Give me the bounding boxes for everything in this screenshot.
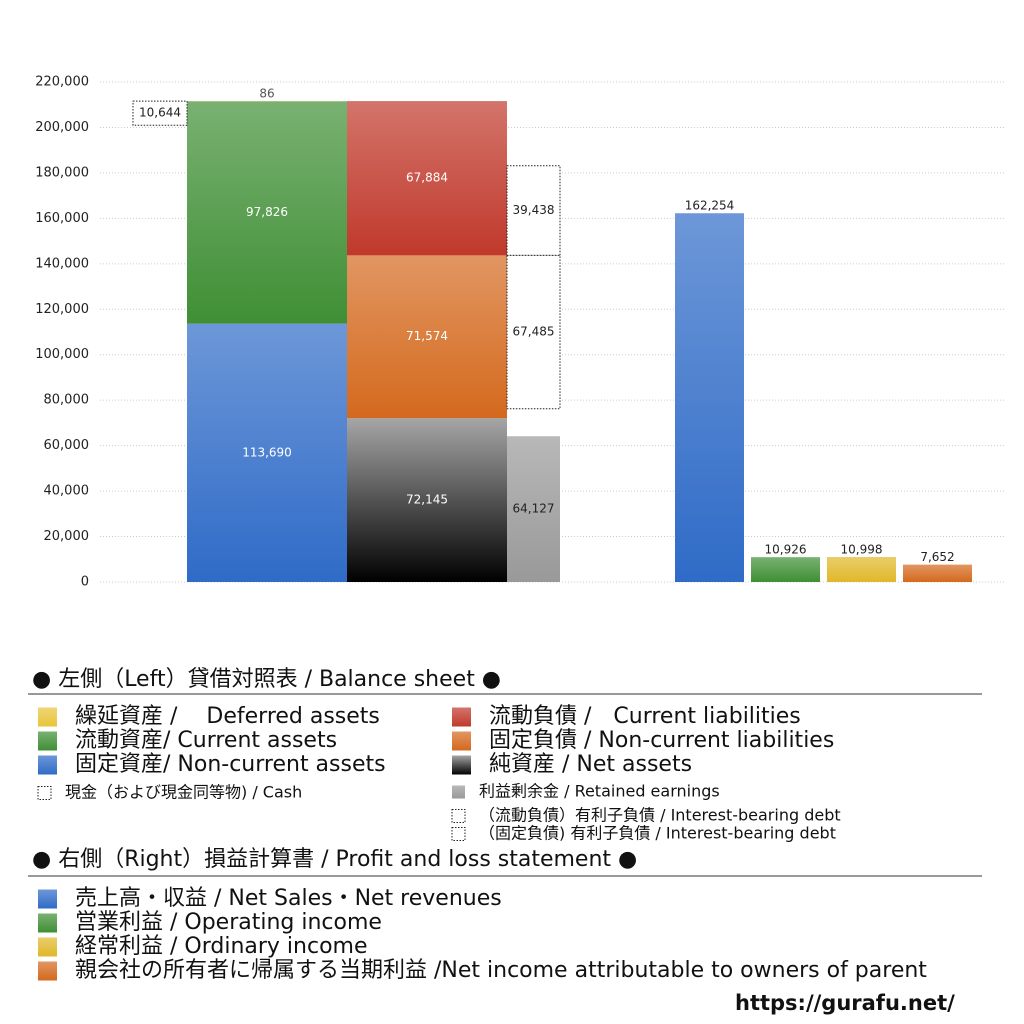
y-tick-label: 100,000 — [35, 347, 89, 362]
legend-label: （流動負債）有利子負債 / Interest-bearing debt — [479, 806, 841, 825]
legend-label: 純資産 / Net assets — [489, 752, 692, 777]
legend-label: 固定負債 / Non-current liabilities — [489, 728, 834, 753]
y-tick-label: 60,000 — [44, 438, 90, 453]
data-label: 97,826 — [246, 205, 288, 219]
legend-label: 経常利益 / Ordinary income — [75, 934, 368, 959]
data-label: 67,485 — [513, 325, 555, 339]
bar — [507, 436, 560, 582]
bar — [347, 101, 507, 256]
data-label: 71,574 — [406, 329, 448, 343]
legend-label: 親会社の所有者に帰属する当期利益 /Net income attributabl… — [75, 958, 927, 983]
legend-swatch — [452, 707, 471, 727]
bar — [132, 100, 188, 126]
data-label: 162,254 — [685, 199, 735, 213]
y-tick-label: 140,000 — [35, 256, 89, 271]
legend-label: 流動資産/ Current assets — [75, 728, 337, 753]
bar — [347, 255, 507, 419]
y-tick-label: 20,000 — [44, 529, 90, 544]
legend-swatch — [38, 755, 57, 775]
legend-label: 現金（および現金同等物) / Cash — [65, 783, 302, 802]
legend-swatch — [37, 786, 52, 800]
legend-label: （固定負債) 有利子負債 / Interest-bearing debt — [479, 824, 836, 843]
legend-swatch — [38, 889, 57, 909]
legend-swatch — [452, 731, 471, 751]
bar — [187, 101, 347, 324]
bar — [827, 557, 896, 582]
y-tick-label: 220,000 — [35, 75, 89, 90]
legend-label: 売上高・収益 / Net Sales・Net revenues — [75, 886, 502, 911]
legend-title: ● 右側（Right）損益計算書 / Profit and loss state… — [32, 847, 637, 872]
legend-label: 利益剰余金 / Retained earnings — [479, 782, 720, 801]
legend-label: 繰延資産 / Deferred assets — [75, 704, 380, 729]
y-tick-label: 80,000 — [44, 393, 90, 408]
legend-title: ● 左側（Left）貸借対照表 / Balance sheet ● — [32, 667, 501, 692]
data-label: 86 — [259, 87, 274, 101]
legend-swatch — [38, 707, 57, 727]
source: https://gurafu.net/ — [735, 991, 955, 1015]
y-tick-label: 40,000 — [44, 484, 90, 499]
y-tick-label: 160,000 — [35, 211, 89, 226]
data-label: 39,438 — [513, 203, 555, 217]
legend-swatch — [38, 937, 57, 957]
data-label: 64,127 — [513, 502, 555, 516]
bar — [347, 418, 507, 582]
legend-swatch — [452, 755, 471, 775]
data-label: 72,145 — [406, 493, 448, 507]
bar — [506, 254, 561, 410]
bar — [675, 213, 744, 582]
bar — [751, 557, 820, 582]
data-label: 67,884 — [406, 171, 448, 185]
y-tick-label: 0 — [81, 575, 89, 590]
legend-swatch — [38, 731, 57, 751]
data-label: 10,926 — [765, 543, 807, 557]
legend-label: 流動負債 / Current liabilities — [489, 704, 801, 729]
data-label: 10,644 — [139, 106, 181, 120]
legend-swatch — [38, 913, 57, 933]
y-tick-label: 180,000 — [35, 165, 89, 180]
bar — [903, 564, 972, 582]
legend-label: 固定資産/ Non-current assets — [75, 752, 386, 777]
data-label: 7,652 — [920, 550, 954, 564]
y-tick-label: 200,000 — [35, 120, 89, 135]
legend-swatch — [451, 809, 466, 823]
legend-swatch — [38, 961, 57, 981]
legend-swatch — [452, 785, 465, 799]
legend-swatch — [451, 827, 466, 841]
y-tick-label: 120,000 — [35, 302, 89, 317]
data-label: 10,998 — [841, 543, 883, 557]
data-label: 113,690 — [242, 445, 292, 459]
bar — [506, 165, 561, 256]
legend-label: 営業利益 / Operating income — [75, 910, 382, 935]
bar — [187, 323, 347, 582]
